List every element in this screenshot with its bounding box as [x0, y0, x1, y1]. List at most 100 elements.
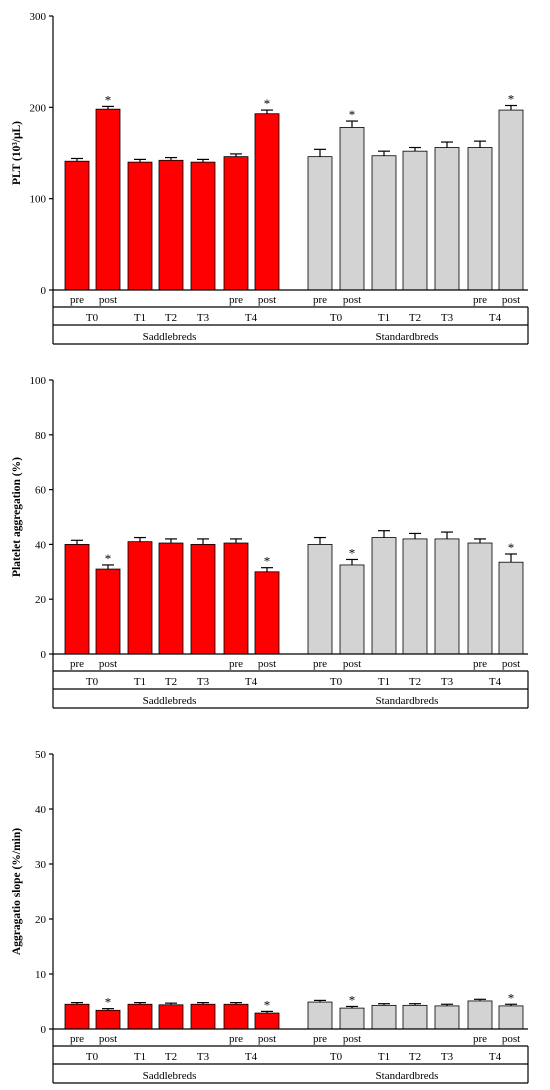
time-label: T1	[378, 676, 390, 688]
time-label: T0	[86, 312, 99, 324]
group-label: Saddlebreds	[143, 1070, 197, 1082]
significance-star: *	[349, 545, 356, 560]
time-label: T0	[86, 676, 99, 688]
bar	[402, 538, 428, 655]
y-tick-label: 40	[35, 804, 47, 816]
bar	[64, 1003, 90, 1030]
bar-label: post	[343, 658, 361, 670]
bar	[339, 1007, 365, 1030]
significance-star: *	[105, 92, 112, 107]
time-label: T3	[441, 312, 454, 324]
y-axis-label: PLT (10³/μL)	[11, 121, 23, 185]
bar-label: pre	[313, 1033, 327, 1045]
time-label: T0	[330, 312, 343, 324]
y-tick-label: 0	[41, 1024, 47, 1036]
group-label: Standardbreds	[376, 1070, 439, 1082]
time-label: T2	[165, 1051, 177, 1063]
bar	[498, 561, 524, 655]
chart-panel-2: 0 20 40 60 80 100 Platelet aggregation (%) pre *…	[11, 375, 529, 709]
bar	[223, 156, 249, 291]
bar	[371, 537, 397, 655]
bar	[254, 571, 280, 655]
bar-label: pre	[313, 294, 327, 306]
significance-star: *	[264, 96, 271, 111]
bar	[127, 541, 153, 655]
bar	[402, 150, 428, 291]
y-tick-label: 40	[35, 539, 47, 551]
bar-label: post	[99, 294, 117, 306]
bar	[498, 109, 524, 291]
bar-label: post	[258, 1033, 276, 1045]
significance-star: *	[105, 995, 112, 1010]
bar-label: post	[502, 658, 520, 670]
time-label: T2	[409, 312, 421, 324]
bar-label: post	[502, 1033, 520, 1045]
chart-panel-3: 0 10 20 30 40 50 Aggragatio slope (%/min) pre * p…	[11, 749, 529, 1084]
bar	[127, 161, 153, 291]
significance-star: *	[349, 107, 356, 122]
bar	[434, 1005, 460, 1030]
y-tick-label: 100	[30, 375, 47, 387]
bar	[223, 542, 249, 655]
significance-star: *	[508, 92, 515, 107]
bar	[467, 542, 493, 655]
bar-label: post	[343, 1033, 361, 1045]
y-tick-label: 80	[35, 430, 47, 442]
y-tick-label: 10	[35, 969, 47, 981]
y-tick-label: 300	[30, 11, 47, 23]
time-label: T1	[378, 312, 390, 324]
bar-label: pre	[473, 294, 487, 306]
bar	[95, 108, 121, 291]
bar	[307, 156, 333, 291]
time-label: T3	[197, 312, 210, 324]
y-tick-label: 200	[30, 102, 47, 114]
time-label: T1	[378, 1051, 390, 1063]
y-tick-label: 50	[35, 749, 47, 761]
bar-label: post	[258, 294, 276, 306]
time-label: T3	[441, 676, 454, 688]
bar-label: pre	[473, 1033, 487, 1045]
group-label: Saddlebreds	[143, 695, 197, 707]
bar	[158, 1004, 184, 1030]
bar	[434, 538, 460, 655]
time-label: T1	[134, 312, 146, 324]
time-label: T4	[245, 312, 258, 324]
significance-star: *	[264, 554, 271, 569]
time-label: T2	[165, 312, 177, 324]
time-label: T2	[165, 676, 177, 688]
y-tick-label: 30	[35, 859, 47, 871]
bar	[190, 544, 216, 655]
bar-label: pre	[70, 294, 84, 306]
time-label: T3	[197, 1051, 210, 1063]
bar-label: pre	[70, 658, 84, 670]
time-label: T0	[330, 676, 343, 688]
bar	[467, 147, 493, 291]
time-label: T4	[489, 312, 502, 324]
time-label: T4	[245, 1051, 258, 1063]
time-label: T1	[134, 676, 146, 688]
time-label: T4	[245, 676, 258, 688]
time-label: T0	[86, 1051, 99, 1063]
significance-star: *	[349, 992, 356, 1007]
time-label: T2	[409, 1051, 421, 1063]
bar-label: pre	[70, 1033, 84, 1045]
time-label: T4	[489, 1051, 502, 1063]
time-label: T2	[409, 676, 421, 688]
bar	[64, 160, 90, 291]
bar	[371, 1004, 397, 1030]
bar	[190, 161, 216, 291]
bar	[402, 1004, 428, 1030]
bar	[498, 1005, 524, 1030]
bar-label: pre	[313, 658, 327, 670]
bar-label: post	[258, 658, 276, 670]
significance-star: *	[508, 990, 515, 1005]
bar	[95, 1009, 121, 1030]
bar	[371, 155, 397, 291]
bar-label: pre	[229, 1033, 243, 1045]
y-tick-label: 100	[30, 194, 47, 206]
time-label: T4	[489, 676, 502, 688]
bar	[254, 113, 280, 291]
bar-label: post	[502, 294, 520, 306]
